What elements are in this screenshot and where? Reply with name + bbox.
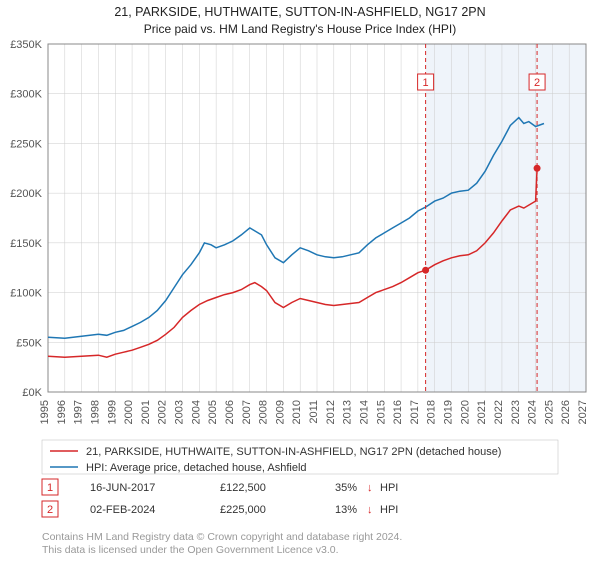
detail-price-1: £122,500 — [220, 482, 266, 494]
y-axis-label: £0K — [22, 387, 42, 399]
y-axis-label: £250K — [10, 138, 42, 150]
footer-line1: Contains HM Land Registry data © Crown c… — [42, 531, 402, 543]
detail-pct-2: 13% — [335, 504, 357, 516]
y-axis-label: £300K — [10, 89, 42, 101]
x-axis-label: 2020 — [459, 400, 471, 424]
legend-label-hpi: HPI: Average price, detached house, Ashf… — [86, 462, 307, 474]
marker-dot-2 — [534, 165, 541, 172]
marker-num-2: 2 — [534, 77, 540, 89]
x-axis-label: 2007 — [241, 400, 253, 424]
x-axis-label: 2012 — [325, 400, 337, 424]
detail-marker-num-2: 2 — [47, 504, 53, 516]
x-axis-label: 2018 — [426, 400, 438, 424]
detail-vs-1: HPI — [380, 482, 398, 494]
x-axis-label: 2026 — [560, 400, 572, 424]
detail-price-2: £225,000 — [220, 504, 266, 516]
y-axis-label: £100K — [10, 288, 42, 300]
price-chart: 21, PARKSIDE, HUTHWAITE, SUTTON-IN-ASHFI… — [0, 0, 600, 560]
detail-marker-num-1: 1 — [47, 482, 53, 494]
x-axis-label: 2023 — [510, 400, 522, 424]
detail-date-2: 02-FEB-2024 — [90, 504, 155, 516]
x-axis-label: 1997 — [73, 400, 85, 424]
marker-num-1: 1 — [423, 77, 429, 89]
x-axis-label: 2017 — [409, 400, 421, 424]
x-axis-label: 2003 — [174, 400, 186, 424]
footer-line2: This data is licensed under the Open Gov… — [42, 544, 339, 556]
x-axis-label: 1999 — [106, 400, 118, 424]
detail-vs-2: HPI — [380, 504, 398, 516]
x-axis-label: 2005 — [207, 400, 219, 424]
chart-title-line2: Price paid vs. HM Land Registry's House … — [144, 22, 456, 36]
x-axis-label: 1996 — [56, 400, 68, 424]
x-axis-label: 2006 — [224, 400, 236, 424]
chart-title-line1: 21, PARKSIDE, HUTHWAITE, SUTTON-IN-ASHFI… — [114, 5, 485, 19]
detail-arrow-1: ↓ — [367, 482, 373, 494]
x-axis-label: 1995 — [39, 400, 51, 424]
detail-arrow-2: ↓ — [367, 504, 373, 516]
x-axis-label: 2008 — [258, 400, 270, 424]
y-axis-label: £350K — [10, 39, 42, 51]
legend-label-property: 21, PARKSIDE, HUTHWAITE, SUTTON-IN-ASHFI… — [86, 446, 501, 458]
x-axis-label: 2015 — [375, 400, 387, 424]
x-axis-label: 2002 — [157, 400, 169, 424]
detail-pct-1: 35% — [335, 482, 357, 494]
x-axis-label: 2024 — [527, 400, 539, 424]
x-axis-label: 2021 — [476, 400, 488, 424]
x-axis-label: 2010 — [291, 400, 303, 424]
x-axis-label: 2009 — [274, 400, 286, 424]
y-axis-label: £200K — [10, 188, 42, 200]
x-axis-label: 2019 — [443, 400, 455, 424]
x-axis-label: 2027 — [577, 400, 589, 424]
x-axis-label: 2025 — [543, 400, 555, 424]
forecast-band — [426, 44, 586, 392]
x-axis-label: 2022 — [493, 400, 505, 424]
marker-dot-1 — [422, 267, 429, 274]
x-axis-label: 2011 — [308, 400, 320, 424]
x-axis-label: 2000 — [123, 400, 135, 424]
y-axis-label: £50K — [16, 337, 42, 349]
y-axis-label: £150K — [10, 238, 42, 250]
detail-date-1: 16-JUN-2017 — [90, 482, 155, 494]
x-axis-label: 2001 — [140, 400, 152, 424]
x-axis-label: 2004 — [190, 400, 202, 424]
x-axis-label: 2016 — [392, 400, 404, 424]
x-axis-label: 2013 — [342, 400, 354, 424]
x-axis-label: 1998 — [89, 400, 101, 424]
x-axis-label: 2014 — [358, 400, 370, 424]
